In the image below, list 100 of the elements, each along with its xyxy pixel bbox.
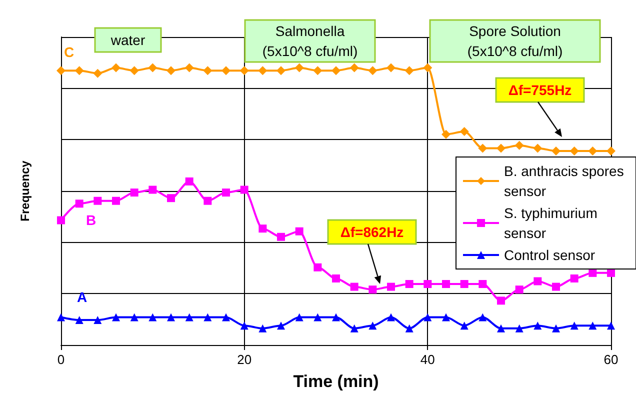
point: [424, 280, 432, 288]
point: [570, 146, 579, 156]
y-axis-title: Frequency: [18, 160, 32, 222]
point: [295, 227, 304, 236]
point: [350, 63, 359, 72]
point: [295, 313, 304, 322]
annotation: A: [76, 289, 88, 305]
point: [606, 146, 616, 156]
point: [552, 282, 560, 291]
point: [75, 200, 84, 208]
point: [276, 66, 286, 76]
point: [277, 232, 285, 241]
point: [442, 313, 450, 322]
point: [148, 63, 158, 72]
point: [75, 316, 84, 324]
point: [497, 324, 505, 332]
text: water: [110, 32, 146, 48]
x-tick-label: 20: [237, 352, 252, 367]
point: [368, 286, 377, 294]
point: [222, 188, 230, 197]
point: [222, 313, 230, 322]
point: [240, 66, 249, 76]
point: [552, 324, 560, 332]
point: [386, 63, 396, 72]
point: [424, 313, 432, 322]
point: [387, 313, 395, 322]
point: [313, 66, 322, 76]
point: [94, 196, 102, 205]
point: [570, 322, 578, 330]
point: [350, 282, 358, 291]
point: [478, 280, 487, 288]
point: [57, 313, 65, 322]
point: [130, 313, 138, 322]
x-axis-title: Time (min): [293, 372, 379, 391]
legend-label: Control sensor: [504, 247, 596, 263]
legend-label: B. anthracis spores sensor: [504, 163, 628, 199]
annotation: Δf=862Hz: [340, 224, 404, 240]
point: [423, 63, 432, 72]
point: [533, 144, 542, 153]
text: C: [64, 44, 74, 60]
point: [607, 322, 615, 330]
point: [167, 194, 175, 202]
point: [184, 63, 194, 72]
point: [332, 66, 340, 76]
point: [258, 224, 267, 233]
point: [240, 186, 248, 194]
point: [332, 274, 340, 282]
point: [404, 66, 414, 76]
point: [203, 66, 212, 76]
point: [368, 66, 378, 76]
point: [93, 68, 102, 78]
point: [112, 313, 120, 322]
point: [277, 322, 285, 330]
point: [496, 144, 506, 153]
point: [112, 63, 120, 72]
point: [368, 322, 377, 330]
point: [148, 186, 157, 194]
point: [497, 296, 505, 305]
annotation: B: [86, 212, 96, 228]
point: [148, 313, 157, 322]
point: [130, 66, 139, 76]
point: [258, 66, 268, 76]
point: [130, 188, 138, 197]
legend-label: S. typhimurium sensor: [504, 205, 602, 241]
point: [94, 316, 102, 324]
point: [534, 322, 542, 330]
point: [112, 196, 120, 205]
point: [240, 322, 248, 330]
point: [387, 282, 395, 291]
point: [570, 274, 578, 282]
point: [314, 313, 322, 322]
point: [167, 313, 175, 322]
point: [460, 322, 468, 330]
point: [314, 263, 322, 272]
point: [534, 277, 542, 286]
point: [588, 268, 597, 277]
point: [185, 177, 194, 186]
point: [460, 127, 469, 136]
text: Salmonella (5x10^8 cfu/ml): [262, 23, 358, 59]
point: [56, 66, 66, 76]
point: [607, 268, 615, 277]
point: [478, 313, 487, 322]
point: [442, 130, 450, 139]
point: [258, 324, 267, 332]
x-tick-label: 40: [420, 352, 435, 367]
point: [74, 66, 84, 76]
point: [442, 280, 450, 288]
point: [478, 144, 488, 153]
x-tick-label: 0: [57, 352, 65, 367]
point: [588, 322, 597, 330]
point: [552, 146, 560, 156]
point: [588, 146, 598, 156]
point: [222, 66, 230, 76]
point: [515, 286, 524, 294]
x-tick-label: 60: [604, 352, 618, 367]
point: [185, 313, 194, 322]
point: [294, 63, 304, 72]
point: [204, 313, 212, 322]
point: [514, 140, 524, 150]
point: [405, 280, 414, 288]
